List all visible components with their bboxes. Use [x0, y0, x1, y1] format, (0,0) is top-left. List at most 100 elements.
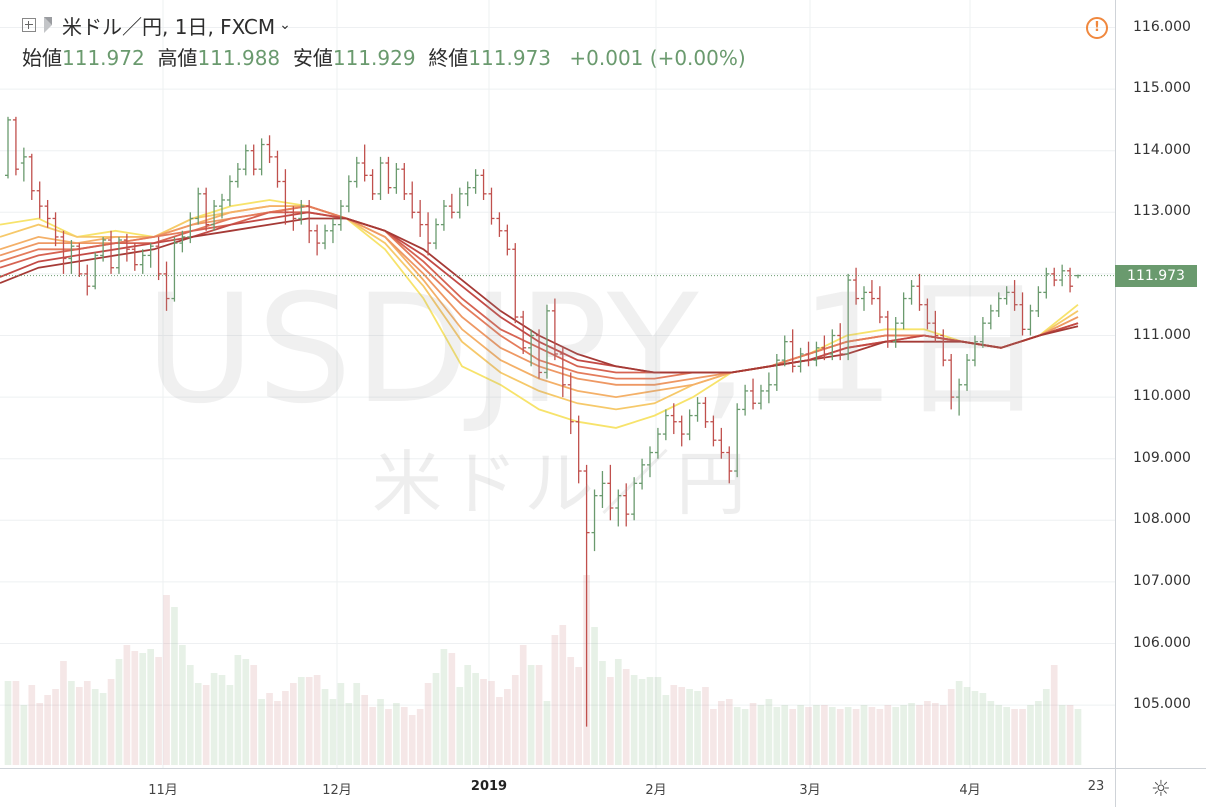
volume-bar [932, 703, 939, 765]
volume-bar [670, 685, 678, 765]
volume-bar [868, 707, 876, 765]
volume-bar [369, 707, 376, 765]
volume-bar [543, 701, 551, 765]
volume-bar [749, 703, 757, 765]
volume-bar [171, 607, 178, 765]
price-tick-label: 109.000 [1133, 449, 1191, 466]
symbol-title[interactable]: 米ドル／円, 1日, FXCM [62, 14, 276, 39]
volume-bar [1035, 701, 1042, 765]
volume-bar [147, 649, 154, 765]
volume-bar [519, 645, 527, 765]
volume-bar [123, 645, 131, 765]
time-tick-label: 2019 [470, 779, 508, 794]
volume-bar [773, 707, 781, 765]
volume-bar [218, 675, 226, 765]
open-value: 111.972 [62, 46, 145, 70]
volume-bar [282, 691, 289, 765]
volume-bar [52, 689, 59, 765]
price-tick-label: 108.000 [1133, 511, 1191, 528]
volume-bar [99, 693, 107, 765]
volume-bar [559, 625, 567, 765]
volume-bar [614, 659, 622, 765]
volume-bar [821, 705, 828, 765]
volume-bar [575, 667, 582, 765]
collapse-icon[interactable] [22, 18, 36, 32]
volume-bar [321, 689, 329, 765]
volume-bar [924, 701, 931, 765]
volume-bar [725, 699, 733, 765]
watermark-symbol: USDJPY, 1日 [145, 263, 1050, 437]
volume-bar [860, 705, 868, 765]
volume-bar [805, 707, 812, 765]
volume-bar [876, 709, 884, 765]
price-tick-label: 110.000 [1133, 388, 1191, 405]
volume-bar [274, 701, 281, 765]
volume-bar [432, 673, 440, 765]
price-axis[interactable]: 116.000115.000114.000113.000112.000111.0… [1115, 0, 1206, 768]
volume-bar [1042, 689, 1050, 765]
volume-bar [131, 651, 139, 765]
volume-bar [908, 703, 915, 765]
time-axis[interactable]: 11月 12月 2019 2月 3月 4月 23 [0, 768, 1115, 807]
volume-bar [448, 653, 456, 765]
volume-bar [813, 705, 820, 765]
volume-bar [408, 715, 416, 765]
volume-bar [836, 709, 844, 765]
settings-corner[interactable]: ☼ [1115, 768, 1206, 807]
price-chart[interactable] [0, 0, 1115, 768]
volume-bar [480, 679, 487, 765]
volume-bar [163, 595, 170, 765]
volume-bar [290, 683, 297, 765]
volume-bar [337, 683, 345, 765]
volume-bar [718, 701, 725, 765]
volume-bar [107, 679, 115, 765]
price-tick-label: 116.000 [1133, 18, 1191, 35]
volume-bar [765, 699, 773, 765]
chevron-down-icon[interactable]: ⌄ [279, 17, 291, 33]
volume-bar [884, 705, 892, 765]
volume-bar [155, 657, 162, 765]
volume-bar [979, 693, 987, 765]
volume-bar [947, 689, 955, 765]
volume-bar [599, 661, 606, 765]
volume-bar [963, 687, 971, 765]
flag-icon[interactable] [44, 17, 52, 33]
close-value: 111.973 [468, 46, 552, 70]
volume-bar [662, 695, 670, 765]
time-tick-label: 4月 [959, 783, 981, 798]
volume-bar [20, 705, 28, 765]
volume-bar [638, 679, 646, 765]
open-label: 始値 [22, 46, 62, 70]
volume-bar [630, 675, 638, 765]
volume-bar [202, 685, 210, 765]
volume-bar [971, 691, 979, 765]
gear-icon[interactable]: ☼ [1151, 777, 1171, 802]
chart-area[interactable]: USDJPY, 1日 米ドル／円 米ドル／円, 1日, FXCM ⌄ 始値111… [0, 0, 1115, 768]
volume-bar [393, 703, 400, 765]
symbol-row[interactable]: 米ドル／円, 1日, FXCM ⌄ [22, 12, 746, 39]
volume-bar [456, 687, 464, 765]
volume-bar [210, 673, 218, 765]
volume-bar [329, 699, 337, 765]
change-value: +0.001 (+0.00%) [569, 46, 746, 70]
volume-bar [226, 685, 234, 765]
last-price-label: 111.973 [1115, 264, 1197, 287]
volume-bar [36, 703, 44, 765]
volume-bar [646, 677, 654, 765]
volume-bar [12, 681, 20, 765]
price-tick-label: 113.000 [1133, 203, 1191, 220]
alert-circle-icon[interactable]: ! [1086, 17, 1108, 39]
volume-bar [1058, 705, 1066, 765]
volume-bar [91, 689, 99, 765]
volume-bar [591, 627, 598, 765]
volume-bar [488, 681, 495, 765]
volume-bar [892, 707, 900, 765]
volume-bar [1019, 709, 1026, 765]
volume-bar [733, 707, 741, 765]
volume-bar [694, 691, 701, 765]
volume-bar [527, 665, 535, 765]
volume-bar [797, 705, 804, 765]
volume-bar [68, 681, 75, 765]
volume-bar [916, 705, 923, 765]
volume-bar [757, 705, 765, 765]
